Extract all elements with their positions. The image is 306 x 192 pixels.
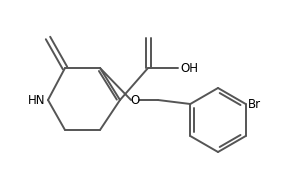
Text: OH: OH — [180, 61, 198, 74]
Text: Br: Br — [248, 98, 261, 111]
Text: HN: HN — [28, 94, 45, 107]
Text: O: O — [130, 94, 140, 107]
